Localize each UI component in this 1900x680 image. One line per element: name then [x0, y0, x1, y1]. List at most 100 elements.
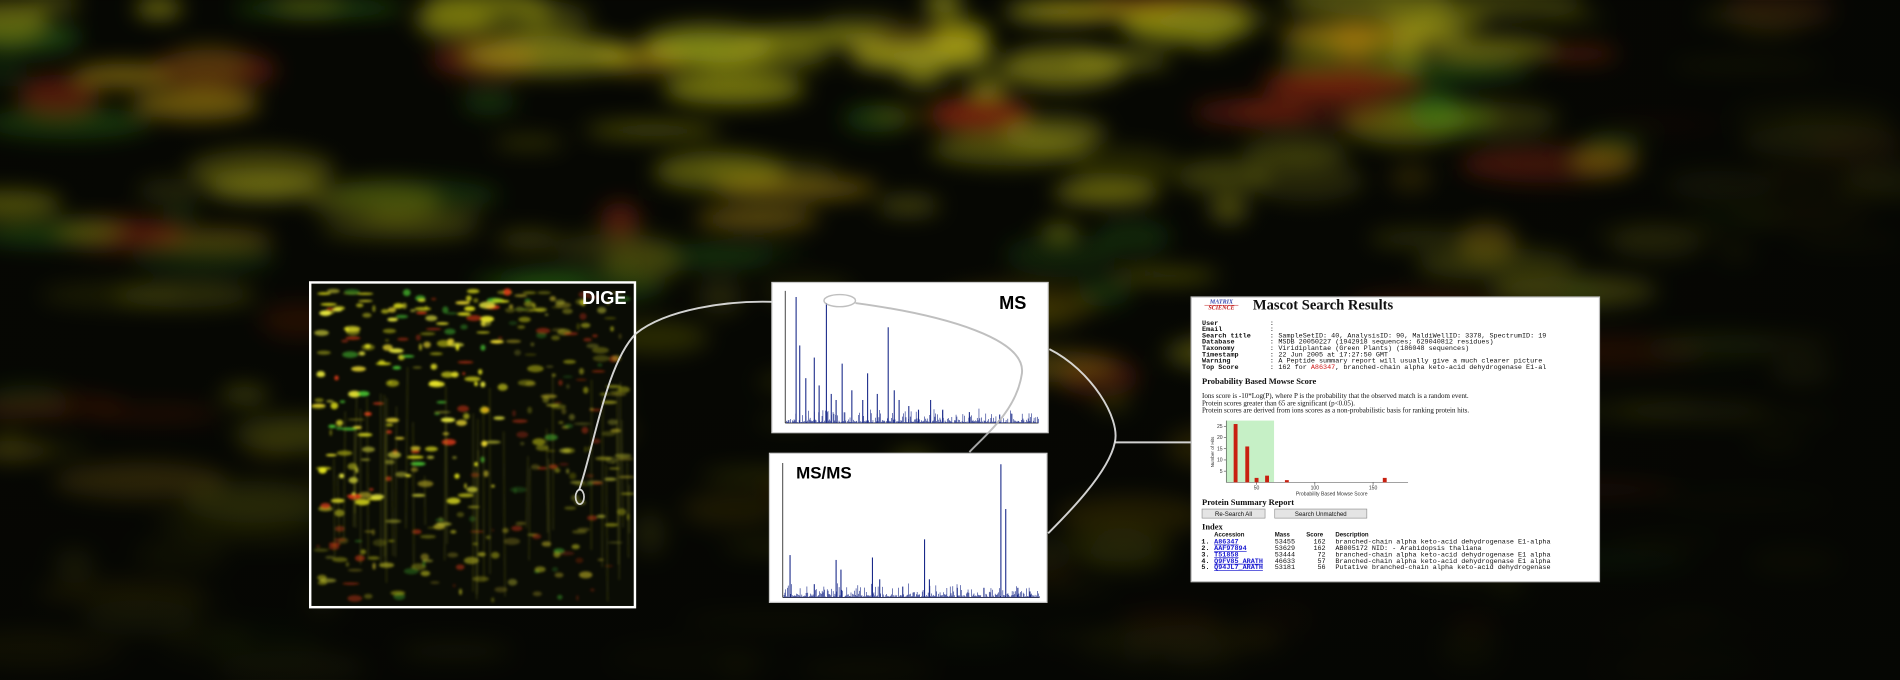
gel-spot — [573, 422, 591, 426]
gel-spot — [333, 537, 347, 542]
gel-spot — [389, 380, 392, 384]
gel-spot — [557, 594, 563, 600]
gel-spot — [345, 336, 361, 340]
gel-spot — [441, 371, 455, 378]
row-rank: 4. — [1201, 558, 1209, 566]
button-label[interactable]: Re-Search All — [1215, 512, 1252, 518]
gel-spot — [371, 529, 376, 536]
accession-link[interactable]: T51858 — [1214, 551, 1238, 559]
gel-spot — [385, 417, 400, 423]
gel-spot — [334, 509, 345, 517]
gel-streak — [618, 382, 621, 580]
gel-spot — [544, 313, 549, 316]
gel-spot — [583, 446, 588, 453]
score: 162 — [1313, 539, 1325, 547]
y-tick-label: 25 — [1217, 424, 1223, 430]
gel-spot — [393, 303, 404, 309]
gel-streak — [503, 431, 506, 597]
row-rank: 3. — [1201, 551, 1209, 559]
row-rank: 1. — [1201, 539, 1209, 547]
gel-spot — [314, 329, 329, 336]
note: Protein scores greater than 65 are signi… — [1202, 399, 1355, 407]
gel-streak — [605, 464, 609, 602]
gel-spot — [357, 432, 373, 437]
field-separator: : — [1270, 320, 1274, 328]
button-label[interactable]: Search Unmatched — [1295, 512, 1347, 518]
gel-spot — [569, 472, 577, 480]
gel-spot — [385, 430, 393, 434]
gel-spot — [334, 525, 345, 532]
gel-spot — [385, 519, 402, 523]
field-label: Top Score — [1202, 364, 1239, 372]
gel-spot — [402, 302, 407, 309]
score: 162 — [1313, 545, 1325, 553]
description: branched-chain alpha keto-acid dehydroge… — [1335, 551, 1550, 559]
x-axis-label: Probability Based Mowse Score — [1296, 492, 1368, 498]
mascot-panel: MATRIX SCIENCE Mascot Search Results Pro… — [1190, 296, 1601, 583]
gel-spot — [566, 384, 570, 389]
gel-spot — [491, 597, 495, 603]
accession-link[interactable]: AAF97894 — [1214, 545, 1246, 553]
gel-spot — [347, 462, 358, 470]
y-tick-label: 15 — [1217, 446, 1223, 452]
dige-border — [308, 281, 637, 609]
mass: 53455 — [1275, 539, 1295, 547]
gel-spot — [420, 570, 431, 577]
gel-spot — [515, 521, 527, 525]
gel-spot — [341, 339, 349, 343]
gel-spot — [355, 467, 359, 474]
gel-spot — [558, 421, 564, 425]
gel-spot — [466, 314, 482, 322]
gel-spot — [446, 341, 453, 347]
gel-spot — [592, 438, 601, 444]
gel-spot — [524, 353, 537, 356]
gel-spot — [474, 381, 478, 387]
button[interactable] — [1274, 508, 1368, 519]
button[interactable] — [1201, 508, 1266, 519]
gel-spot — [563, 359, 576, 364]
gel-spot — [479, 406, 490, 414]
field-value-text: , branched-chain alpha keto-acid dehydro… — [1335, 364, 1546, 372]
connector — [578, 300, 772, 490]
gel-streak — [343, 411, 346, 538]
gel-spot — [347, 595, 363, 602]
gel-spot — [457, 312, 471, 316]
accession-link[interactable]: A86347 — [1311, 364, 1335, 372]
gel-spot — [512, 419, 528, 423]
field-separator: : — [1270, 358, 1274, 366]
gel-spot — [591, 481, 604, 485]
gel-spot — [358, 300, 373, 302]
gel-spot — [354, 498, 370, 506]
accession-link[interactable]: Q94JL7_ARATH — [1214, 564, 1263, 572]
accession-link[interactable]: Q9FV85_ARATH — [1214, 558, 1263, 566]
gel-spot — [329, 429, 333, 436]
gel-spot — [512, 410, 516, 417]
gel-spot — [394, 436, 405, 440]
gel-spot — [478, 369, 483, 375]
gel-spot — [535, 444, 549, 451]
gel-spot — [360, 458, 371, 461]
gel-spot — [382, 328, 397, 334]
gel-spot — [455, 343, 460, 351]
dige-panel: DIGE — [308, 281, 637, 609]
gel-spot — [604, 477, 617, 482]
gel-spot — [558, 379, 563, 386]
gel-streak — [333, 458, 336, 559]
spectrum — [783, 464, 1040, 598]
gel-spot — [587, 515, 598, 521]
gel-spot — [431, 297, 437, 301]
mascot-title: Mascot Search Results — [1253, 298, 1394, 314]
gel-spot — [464, 306, 476, 312]
field-separator: : — [1270, 364, 1274, 372]
gel-spot — [551, 567, 559, 572]
gel-spot — [535, 327, 551, 334]
accession-link[interactable]: A86347 — [1214, 539, 1238, 547]
gel-spot — [514, 349, 521, 356]
gel-spot — [605, 384, 622, 389]
peak-marker — [823, 293, 857, 308]
gel-spot — [465, 295, 472, 302]
gel-streak — [424, 475, 426, 526]
gel-spot — [457, 493, 474, 498]
gel-spot — [510, 486, 527, 493]
panel-label: DIGE — [582, 288, 626, 308]
